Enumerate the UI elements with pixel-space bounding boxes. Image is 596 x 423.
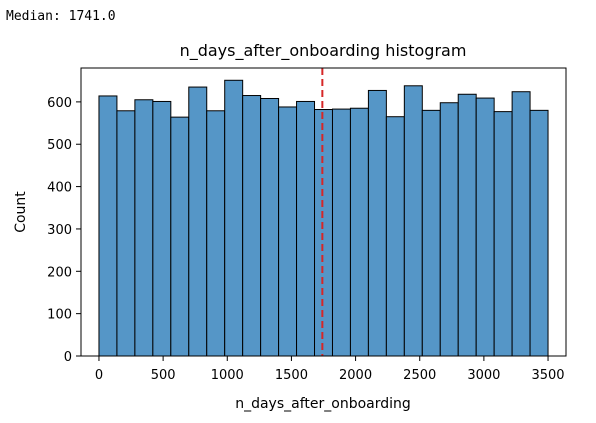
x-tick-label: 1000 xyxy=(211,368,244,383)
y-tick-label: 100 xyxy=(47,308,72,323)
x-axis-label: n_days_after_onboarding xyxy=(235,396,411,412)
y-tick-label: 500 xyxy=(47,138,72,153)
x-tick-label: 0 xyxy=(95,368,103,383)
y-tick-label: 0 xyxy=(64,350,72,365)
x-tick-label: 500 xyxy=(151,368,176,383)
x-tick-label: 2000 xyxy=(339,368,372,383)
histogram-bar xyxy=(349,107,369,357)
histogram-bar xyxy=(493,111,513,357)
y-tick-label: 600 xyxy=(47,96,72,111)
y-axis-ticks: 0 100 200 300 400 500 600 xyxy=(47,96,81,365)
bars-group xyxy=(98,79,549,357)
histogram-bar xyxy=(242,95,262,357)
histogram-bar xyxy=(206,110,226,357)
histogram-bar xyxy=(421,109,441,357)
histogram-bar xyxy=(260,97,280,357)
histogram-bar xyxy=(439,102,459,357)
y-tick-label: 300 xyxy=(47,223,72,238)
chart-title: n_days_after_onboarding histogram xyxy=(180,41,467,61)
histogram-bar xyxy=(403,85,423,357)
histogram-bar xyxy=(152,100,172,357)
histogram-bar xyxy=(98,95,118,357)
x-tick-label: 3000 xyxy=(467,368,500,383)
y-tick-label: 400 xyxy=(47,181,72,196)
histogram-bar xyxy=(278,106,298,357)
x-tick-label: 1500 xyxy=(275,368,308,383)
histogram-bar xyxy=(188,86,208,357)
histogram-bar xyxy=(134,99,154,357)
x-tick-label: 2500 xyxy=(403,368,436,383)
x-axis-ticks: 0 500 1000 1500 2000 2500 3000 3500 xyxy=(95,356,565,383)
x-tick-label: 3500 xyxy=(531,368,564,383)
histogram-bar xyxy=(367,89,387,357)
histogram-bar xyxy=(224,79,244,357)
histogram-bar xyxy=(331,108,351,357)
histogram-bar xyxy=(511,91,531,357)
histogram-bar xyxy=(314,109,333,357)
histogram-bar xyxy=(116,110,136,357)
histogram-bar xyxy=(529,109,549,357)
y-tick-label: 200 xyxy=(47,265,72,280)
histogram-bar xyxy=(296,100,316,357)
histogram-bar xyxy=(170,116,190,357)
histogram-bar xyxy=(385,116,405,357)
plot-frame xyxy=(80,67,567,357)
histogram-bar xyxy=(475,97,495,357)
median-output-text: Median: 1741.0 xyxy=(6,9,116,24)
histogram-bar xyxy=(457,93,477,357)
y-axis-label: Count xyxy=(13,191,29,233)
